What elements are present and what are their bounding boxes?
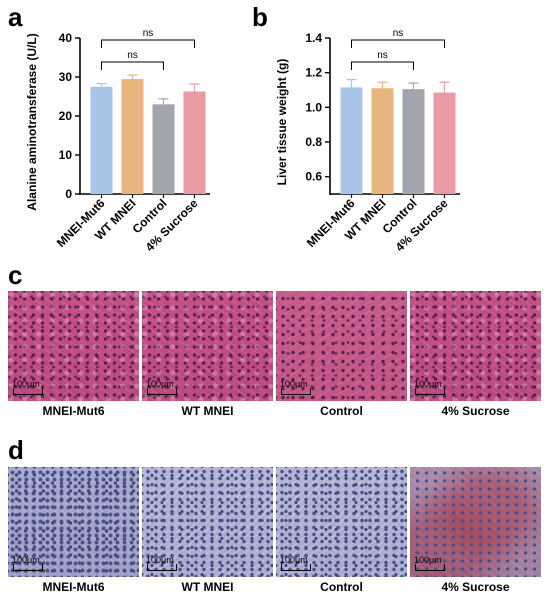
significance-label: ns xyxy=(143,28,154,39)
scale-bar xyxy=(147,564,177,571)
y-tick-label: 0 xyxy=(65,187,72,201)
caption-d-control: Control xyxy=(320,580,363,594)
scale-label: 100μm xyxy=(280,555,308,565)
scale-bar xyxy=(13,388,43,395)
caption-d-mnei-mut6: MNEI-Mut6 xyxy=(42,580,105,594)
y-tick-label: 1.0 xyxy=(305,100,322,114)
y-tick-label: 10 xyxy=(59,148,73,162)
significance-label: ns xyxy=(393,28,404,39)
stain-image-wt-mnei: 100μm xyxy=(142,467,273,577)
significance-bracket xyxy=(351,61,414,70)
bar xyxy=(402,89,425,194)
bar xyxy=(433,92,456,194)
scale-bar xyxy=(281,388,311,395)
y-tick-label: 0.6 xyxy=(305,170,322,184)
scale-label: 100μm xyxy=(280,379,308,389)
significance-bracket xyxy=(101,39,195,48)
scale-bar xyxy=(415,564,445,571)
he-image-wt-mnei: 100μm xyxy=(142,291,273,401)
y-axis-label: Alanine aminotransferase (U/L) xyxy=(25,33,39,210)
panel-letter-c: c xyxy=(8,260,23,290)
y-tick-label: 20 xyxy=(59,109,73,123)
scale-bar xyxy=(147,388,177,395)
scale-bar xyxy=(281,564,311,571)
caption-c-wt-mnei: WT MNEI xyxy=(181,404,234,418)
bar xyxy=(90,86,113,194)
stain-image-mnei-mut6: 100μm xyxy=(8,467,139,577)
caption-d-wt-mnei: WT MNEI xyxy=(181,580,234,594)
y-tick-label: 0.8 xyxy=(305,135,322,149)
scale-bar xyxy=(13,564,43,571)
y-axis-label: Liver tissue weight (g) xyxy=(275,59,289,186)
y-tick-label: 40 xyxy=(59,31,73,45)
stain-image-control: 100μm xyxy=(276,467,407,577)
he-image-mnei-mut6: 100μm xyxy=(8,291,139,401)
scale-label: 100μm xyxy=(414,379,442,389)
scale-bar xyxy=(415,388,445,395)
bar xyxy=(121,78,144,194)
y-tick-label: 1.2 xyxy=(305,66,322,80)
panel-letter-b: b xyxy=(252,2,268,32)
scale-label: 100μm xyxy=(12,379,40,389)
significance-label: ns xyxy=(377,50,388,61)
scale-label: 100μm xyxy=(414,555,442,565)
bar xyxy=(371,88,394,194)
caption-c-mnei-mut6: MNEI-Mut6 xyxy=(42,404,105,418)
scale-label: 100μm xyxy=(146,555,174,565)
he-image-sucrose: 100μm xyxy=(410,291,541,401)
bar xyxy=(183,91,206,194)
bar xyxy=(152,104,175,194)
panel-letter-a: a xyxy=(8,2,23,32)
y-tick-label: 1.4 xyxy=(305,31,322,45)
panel-letter-d: d xyxy=(8,435,24,465)
he-image-control: 100μm xyxy=(276,291,407,401)
scale-label: 100μm xyxy=(146,379,174,389)
caption-c-sucrose: 4% Sucrose xyxy=(441,404,510,418)
y-tick-label: 30 xyxy=(59,70,73,84)
stain-image-sucrose: 100μm xyxy=(410,467,541,577)
scale-label: 100μm xyxy=(12,555,40,565)
bar xyxy=(340,87,363,194)
caption-c-control: Control xyxy=(320,404,363,418)
significance-bracket xyxy=(351,39,445,48)
caption-d-sucrose: 4% Sucrose xyxy=(441,580,510,594)
significance-label: ns xyxy=(127,50,138,61)
significance-bracket xyxy=(101,61,164,70)
